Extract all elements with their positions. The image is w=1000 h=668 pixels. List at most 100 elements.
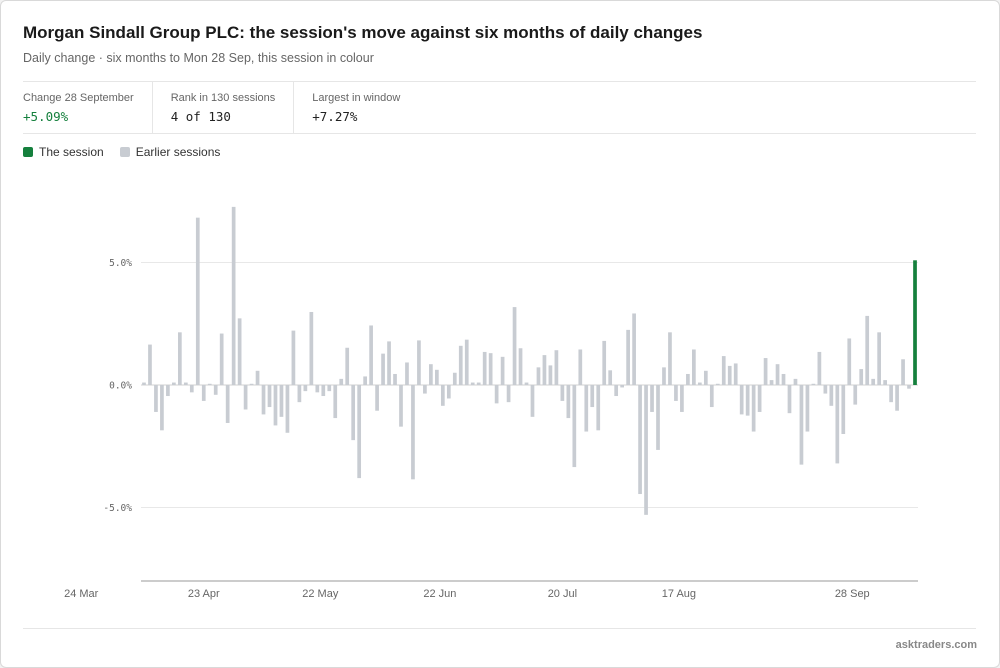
bar	[781, 373, 786, 385]
bar	[548, 365, 553, 385]
bar	[566, 385, 571, 419]
y-tick-label: 0.0%	[109, 381, 132, 392]
bar	[727, 365, 732, 385]
bar	[632, 313, 636, 385]
bar	[249, 383, 254, 385]
bar	[177, 332, 182, 385]
bar	[560, 385, 565, 401]
bar	[847, 338, 852, 385]
bar	[309, 311, 314, 385]
bar	[345, 347, 350, 385]
bar	[207, 383, 212, 385]
bar	[590, 385, 595, 408]
bar	[417, 340, 421, 385]
bar	[787, 385, 792, 414]
bar	[668, 332, 672, 385]
bar	[285, 385, 290, 433]
bar	[608, 370, 613, 385]
bar	[638, 385, 642, 495]
bar	[255, 370, 260, 385]
bar	[769, 380, 774, 385]
bar	[279, 385, 284, 417]
bar	[172, 382, 176, 385]
bar	[315, 385, 320, 393]
bar	[470, 382, 475, 385]
bar	[411, 385, 415, 480]
bar	[452, 372, 457, 385]
stat-change-label: Change 28 September	[23, 92, 134, 104]
legend-label-session: The session	[39, 145, 104, 159]
bar	[201, 385, 206, 401]
bar	[889, 385, 893, 403]
x-tick-label: 23 Apr	[188, 588, 220, 600]
bar	[829, 385, 834, 406]
bar	[183, 382, 188, 385]
y-tick-label: -5.0%	[103, 503, 132, 514]
bar	[482, 351, 487, 385]
bar	[440, 385, 445, 406]
bar	[512, 307, 517, 385]
legend-label-earlier: Earlier sessions	[135, 145, 221, 159]
x-tick-label: 28 Sep	[835, 588, 870, 600]
stat-change: Change 28 September +5.09%	[23, 82, 152, 133]
bar	[763, 358, 768, 385]
bar	[584, 385, 589, 432]
bar	[429, 364, 433, 385]
bar	[273, 385, 278, 426]
bar	[721, 356, 726, 385]
bar	[823, 385, 828, 394]
bar	[692, 349, 696, 385]
bar	[488, 353, 493, 385]
bar	[811, 383, 816, 385]
x-tick-label: 17 Aug	[662, 588, 696, 600]
bar	[423, 385, 427, 394]
bar	[393, 373, 397, 385]
bar	[602, 340, 607, 385]
bar	[321, 385, 326, 397]
bar	[775, 364, 780, 385]
bar	[195, 217, 200, 385]
bar	[458, 345, 463, 385]
bar	[715, 383, 720, 385]
bar	[895, 385, 899, 411]
chart-subtitle: Daily change · six months to Mon 28 Sep,…	[23, 51, 374, 65]
bar	[357, 385, 362, 479]
bar	[901, 359, 905, 385]
legend-item-earlier: Earlier sessions	[119, 145, 221, 159]
bar	[883, 380, 887, 385]
bar	[518, 348, 523, 385]
bar	[213, 385, 218, 395]
bar	[542, 355, 547, 385]
bar	[614, 385, 619, 397]
bar	[626, 329, 630, 385]
bar-session	[913, 260, 917, 385]
bar	[793, 378, 798, 385]
bar	[596, 385, 601, 431]
bar	[142, 382, 146, 385]
bar	[650, 385, 654, 412]
bar	[745, 385, 750, 416]
bar	[231, 206, 236, 385]
footer-divider	[23, 628, 976, 629]
y-tick-label: 5.0%	[109, 258, 132, 269]
bar	[506, 385, 511, 403]
bar	[160, 385, 164, 431]
bar	[303, 385, 308, 392]
stats-row: Change 28 September +5.09% Rank in 130 s…	[23, 81, 976, 134]
bar	[500, 356, 505, 385]
bar	[578, 349, 583, 385]
source-label: asktraders.com	[895, 639, 977, 651]
bar	[686, 373, 690, 385]
bar	[225, 385, 230, 423]
x-tick-label: 20 Jul	[548, 588, 577, 600]
bar	[524, 382, 529, 385]
bar	[237, 318, 242, 385]
bar	[405, 362, 409, 385]
stat-rank-value: 4 of 130	[170, 109, 231, 124]
bar	[375, 385, 379, 411]
stat-largest-value: +7.27%	[312, 109, 358, 124]
bar-chart: 5.0% 0.0% -5.0% 24 Mar 23 Apr 22 May 22 Jun 20 …	[64, 206, 918, 600]
bar	[805, 385, 810, 432]
bar	[620, 385, 624, 388]
